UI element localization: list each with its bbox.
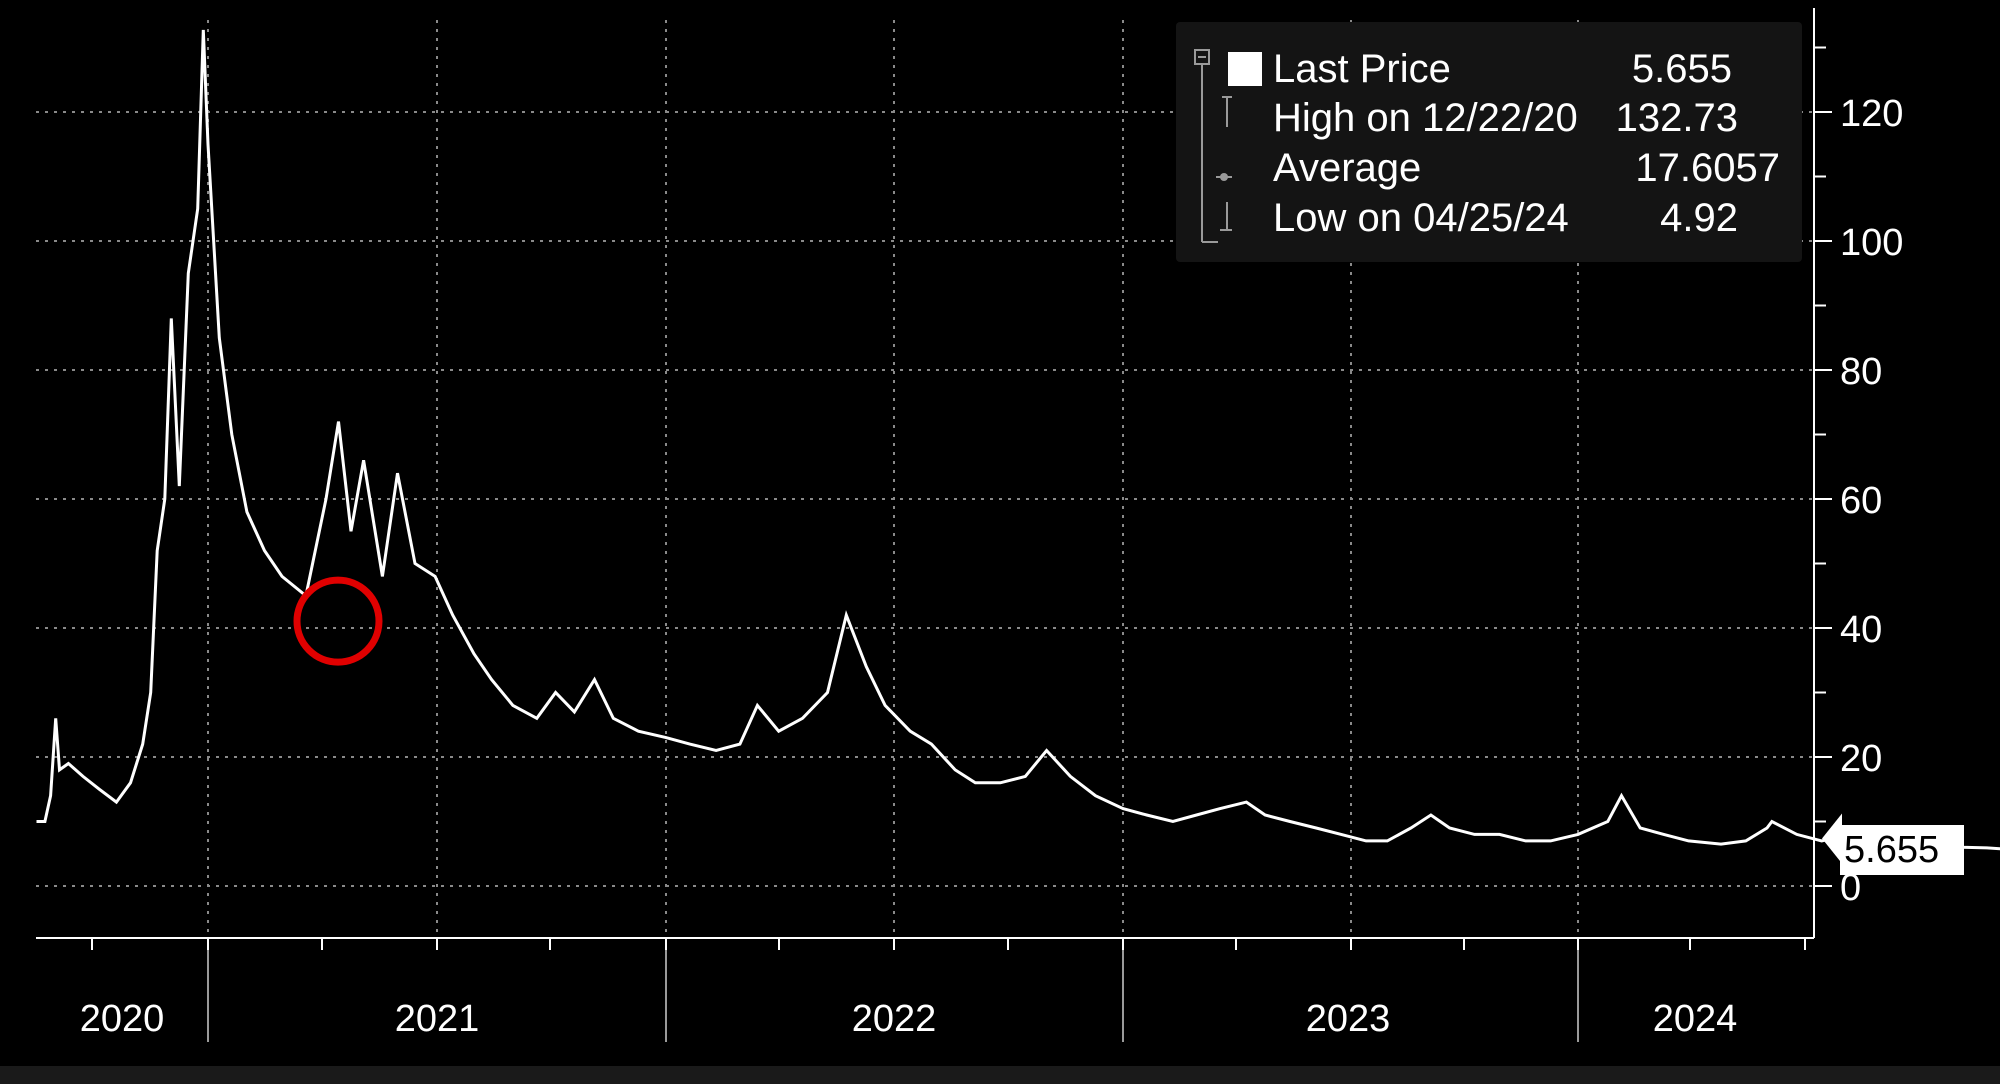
legend-row-low: Low on 04/25/24 4.92 [1176, 193, 1802, 243]
y-tick-label: 40 [1840, 609, 1882, 651]
ticks: 0 20 40 60 80 100 120 2020 2021 2022 2023 2024 [80, 46, 1903, 1040]
legend: Last Price 5.655 High on 12/22/20 132.73… [1176, 22, 1802, 262]
y-tick-label: 60 [1840, 480, 1882, 522]
last-price-marker: 5.655 [1840, 825, 1964, 875]
last-price-pointer [1822, 813, 1842, 864]
legend-value-high: 132.73 [1615, 96, 1738, 140]
x-year-label: 2024 [1653, 998, 1738, 1040]
legend-tree-icon [1194, 49, 1232, 243]
x-year-label: 2022 [852, 998, 937, 1040]
y-tick-label: 100 [1840, 222, 1903, 264]
legend-label-high: High on 12/22/20 [1273, 96, 1578, 140]
legend-label-low: Low on 04/25/24 [1273, 196, 1569, 240]
axes [0, 8, 2000, 1084]
legend-row-average: Average 17.6057 [1176, 143, 1802, 193]
legend-label-last-price: Last Price [1273, 47, 1451, 91]
legend-value-low: 4.92 [1660, 196, 1738, 240]
x-year-label: 2020 [80, 998, 165, 1040]
annotations [293, 576, 1842, 864]
legend-row-last-price: Last Price 5.655 [1176, 44, 1802, 94]
bottom-strip [0, 1066, 2000, 1084]
y-tick-label: 20 [1840, 738, 1882, 780]
y-tick-label: 80 [1840, 351, 1882, 393]
legend-value-average: 17.6057 [1635, 146, 1780, 190]
y-tick-label: 0 [1840, 867, 1861, 909]
price-series-line [36, 29, 2000, 851]
legend-row-high: High on 12/22/20 132.73 [1176, 93, 1802, 143]
legend-label-average: Average [1273, 146, 1422, 190]
y-tick-label: 120 [1840, 93, 1903, 135]
legend-swatch-icon [1228, 52, 1262, 86]
annotation-circle [293, 576, 383, 666]
x-year-label: 2021 [395, 998, 480, 1040]
legend-value-last-price: 5.655 [1631, 47, 1732, 91]
x-year-label: 2023 [1306, 998, 1391, 1040]
